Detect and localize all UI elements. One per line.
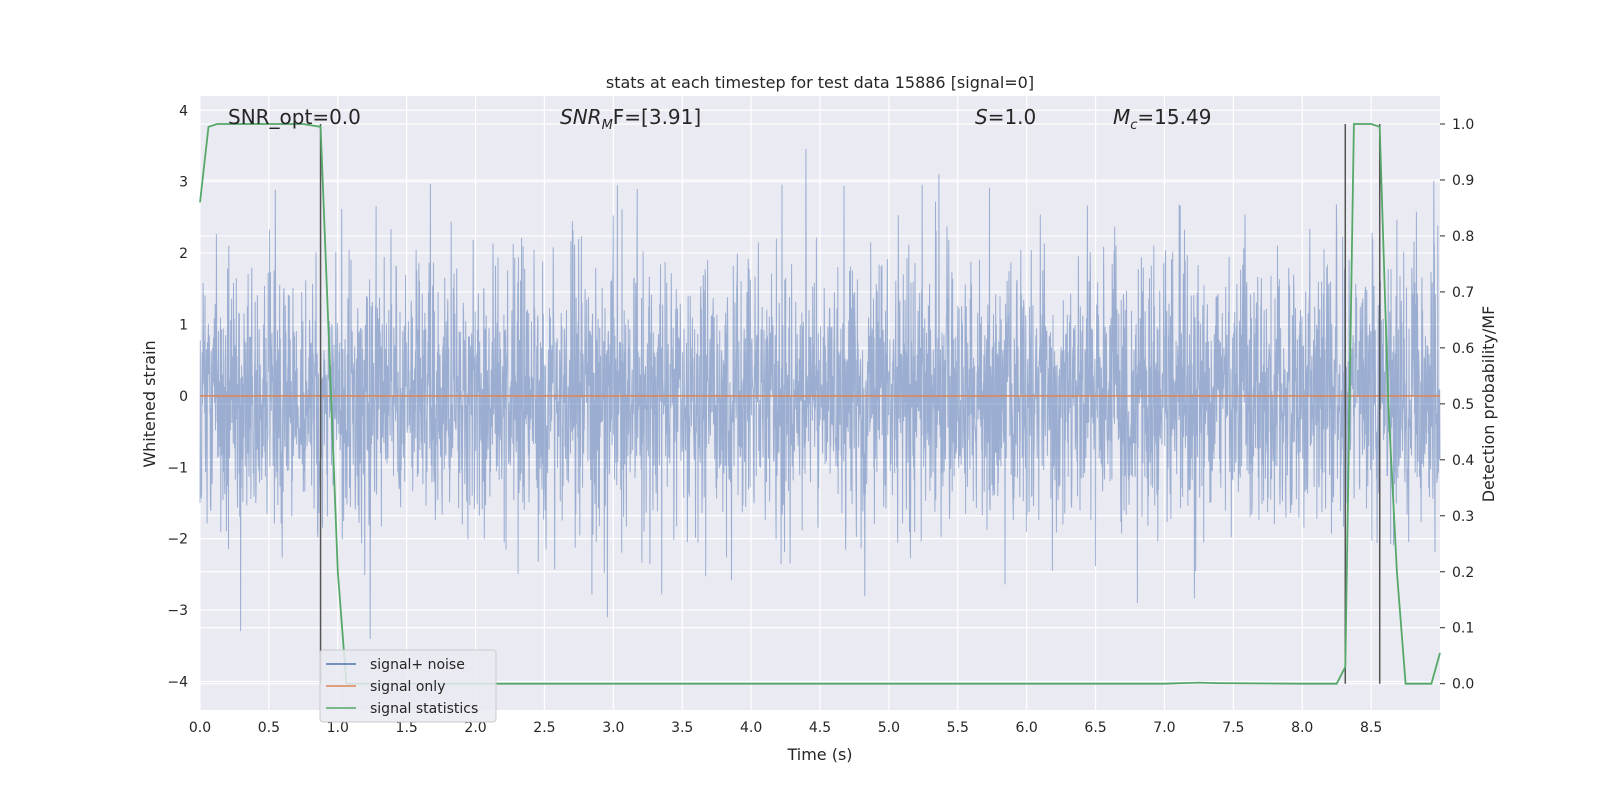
y2-tick-label: 0.2 <box>1452 565 1474 581</box>
series-signal-statistics <box>199 123 1441 685</box>
y-tick-label: −3 <box>167 603 188 619</box>
x-tick-label: 4.5 <box>809 720 831 736</box>
legend-box <box>319 649 497 723</box>
y2-tick-label: 0.7 <box>1452 285 1474 301</box>
x-tick-label: 2.5 <box>533 720 555 736</box>
legend-label-signal-only: signal only <box>370 679 445 695</box>
x-tick-label: 3.5 <box>671 720 693 736</box>
y2-tick-label: 1.0 <box>1452 117 1474 133</box>
s-value: =1.0 <box>988 105 1037 129</box>
x-tick-label: 1.0 <box>327 720 349 736</box>
x-tick-label: 7.0 <box>1153 720 1175 736</box>
y2-axis-ticks: 1.0 0.9 0.8 0.7 0.6 0.5 0.4 0.3 0.2 0.1 0.0 <box>1440 117 1474 693</box>
x-tick-label: 8.0 <box>1291 720 1313 736</box>
legend[interactable]: signal+ noise signal only signal statist… <box>319 649 497 723</box>
annotation-mc: Mc=15.49 <box>1113 105 1211 133</box>
y-tick-label: −1 <box>167 460 188 476</box>
y2-tick-label: 0.5 <box>1452 397 1474 413</box>
x-tick-label: 1.5 <box>396 720 418 736</box>
x-tick-label: 4.0 <box>740 720 762 736</box>
snr-mf-prefix: SNR <box>560 105 602 129</box>
x-tick-label: 3.0 <box>602 720 624 736</box>
x-tick-label: 6.0 <box>1016 720 1038 736</box>
mc-label: M <box>1113 105 1130 129</box>
x-tick-label: 0.0 <box>189 720 211 736</box>
mc-value: =15.49 <box>1137 105 1211 129</box>
y2-tick-label: 0.6 <box>1452 341 1474 357</box>
annotation-s: S=1.0 <box>975 105 1036 129</box>
series-signal-noise <box>199 148 1441 639</box>
y2-tick-label: 0.8 <box>1452 229 1474 245</box>
y-axis-label: Whitened strain <box>140 340 159 467</box>
y-tick-label: 1 <box>179 317 188 333</box>
s-label: S <box>975 105 988 129</box>
y2-tick-label: 0.1 <box>1452 621 1474 637</box>
x-axis-ticks: 0.0 0.5 1.0 1.5 2.0 2.5 3.0 3.5 4.0 4.5 5.0 5.5 6.0 6… <box>189 720 1382 736</box>
x-tick-label: 6.5 <box>1084 720 1106 736</box>
x-axis-label: Time (s) <box>786 745 852 764</box>
y-tick-label: 3 <box>179 175 188 191</box>
y-tick-label: −2 <box>167 532 188 548</box>
noise-line <box>199 148 1441 639</box>
detection-markers <box>319 123 1381 684</box>
annotation-snr-mf: SNRMF=[3.91] <box>560 105 701 133</box>
x-tick-label: 8.5 <box>1360 720 1382 736</box>
y2-tick-label: 0.3 <box>1452 509 1474 525</box>
x-tick-label: 5.0 <box>878 720 900 736</box>
y2-axis-label: Detection probability/MF <box>1479 306 1498 503</box>
y2-tick-label: 0.4 <box>1452 453 1474 469</box>
x-tick-label: 2.0 <box>464 720 486 736</box>
mc-subscript: c <box>1130 118 1137 133</box>
snr-mf-suffix: F=[3.91] <box>613 105 701 129</box>
y2-tick-label: 0.0 <box>1452 677 1474 693</box>
y-tick-label: 2 <box>179 246 188 262</box>
annotation-snr-opt: SNR_opt=0.0 <box>228 105 361 129</box>
y-tick-label: 4 <box>179 103 188 119</box>
x-tick-label: 7.5 <box>1222 720 1244 736</box>
x-tick-label: 0.5 <box>258 720 280 736</box>
signal-statistics-line <box>199 123 1441 685</box>
snr-mf-subscript: M <box>602 118 613 133</box>
y-axis-ticks: 4 3 2 1 0 −1 −2 −3 −4 <box>167 103 188 690</box>
chart-title: stats at each timestep for test data 158… <box>606 73 1034 92</box>
x-tick-label: 5.5 <box>947 720 969 736</box>
y-tick-label: 0 <box>179 389 188 405</box>
y2-tick-label: 0.9 <box>1452 173 1474 189</box>
y-tick-label: −4 <box>167 674 188 690</box>
legend-label-signal-noise: signal+ noise <box>370 657 465 673</box>
legend-label-signal-statistics: signal statistics <box>370 701 478 717</box>
